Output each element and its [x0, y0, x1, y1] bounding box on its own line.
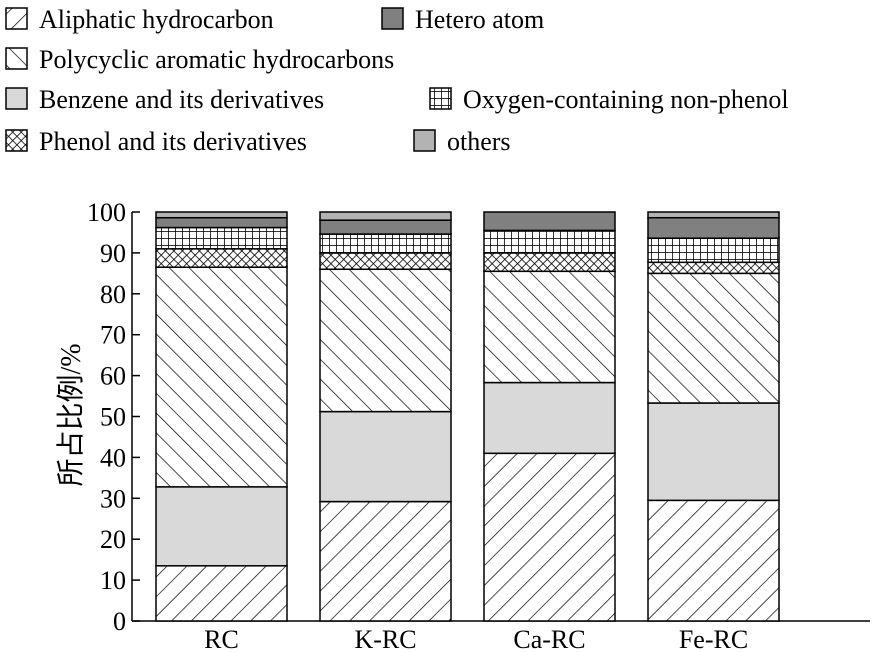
legend-swatch: [5, 87, 28, 110]
y-tick-label: 10: [100, 566, 126, 595]
x-tick-label: Fe-RC: [679, 625, 748, 652]
y-tick-label: 20: [100, 525, 126, 554]
bar-group-k-rc: [319, 211, 452, 622]
bar-group-ca-rc: [483, 211, 616, 622]
bar-segment-phenol-and-its-derivatives: [319, 252, 452, 271]
y-axis-label: 所占比例/%: [55, 343, 87, 486]
legend-item: others: [413, 127, 511, 156]
bar-segment-phenol-and-its-derivatives: [483, 252, 616, 273]
y-tick-label: 50: [100, 403, 126, 432]
bar-segment-benzene-and-its-derivatives: [155, 486, 288, 567]
legend-label: Aliphatic hydrocarbon: [39, 5, 274, 34]
bar-segment-benzene-and-its-derivatives: [483, 381, 616, 455]
bar-segment-phenol-and-its-derivatives: [155, 248, 288, 268]
axes: 0 10 20 30 40 50 60 70 80 90 100 RC K-RC Ca-RC Fe-RC: [87, 198, 870, 652]
bar-segment-others: [155, 211, 288, 219]
bar-segment-polycyclic-aromatic-hydrocarbons: [319, 268, 452, 413]
legend-item: Hetero atom: [381, 5, 544, 34]
bar-segment-others: [319, 211, 452, 221]
bar-segment-oxygen-containing-non-phenol: [319, 233, 452, 254]
legend-label: others: [447, 127, 511, 156]
legend-label: Oxygen-containing non-phenol: [463, 85, 789, 114]
bar-group-rc: [155, 211, 288, 622]
legend-swatch: [429, 87, 452, 110]
legend-swatch: [5, 7, 28, 30]
bar-segment-polycyclic-aromatic-hydrocarbons: [647, 272, 780, 404]
legend-swatch: [413, 129, 436, 152]
y-tick-label: 0: [113, 607, 126, 636]
bar-segment-oxygen-containing-non-phenol: [155, 226, 288, 250]
bar-segment-hetero-atom: [483, 211, 616, 232]
x-tick-label: RC: [204, 625, 239, 652]
bar-segment-phenol-and-its-derivatives: [647, 261, 780, 275]
legend-item: Phenol and its derivatives: [5, 127, 307, 156]
bar-segment-polycyclic-aromatic-hydrocarbons: [155, 266, 288, 488]
bar-segment-hetero-atom: [319, 219, 452, 235]
legend-swatch: [5, 129, 28, 152]
bar-segment-hetero-atom: [155, 216, 288, 229]
y-tick-label: 60: [100, 362, 126, 391]
legend-item: Oxygen-containing non-phenol: [429, 85, 789, 114]
legend-label: Polycyclic aromatic hydrocarbons: [39, 45, 394, 74]
legend-label: Phenol and its derivatives: [39, 127, 307, 156]
y-tick-label: 30: [100, 484, 126, 513]
bar-group-fe-rc: [647, 211, 780, 622]
legend-swatch: [5, 47, 28, 70]
y-tick-label: 70: [100, 321, 126, 350]
legend-item: Aliphatic hydrocarbon: [5, 5, 274, 34]
legend-swatch: [381, 7, 404, 30]
bar-segment-benzene-and-its-derivatives: [647, 402, 780, 502]
bar-segment-polycyclic-aromatic-hydrocarbons: [483, 270, 616, 384]
legend-label: Benzene and its derivatives: [39, 85, 324, 114]
y-tick-label: 80: [100, 280, 126, 309]
y-tick-label: 90: [100, 239, 126, 268]
legend-item: Polycyclic aromatic hydrocarbons: [5, 45, 394, 74]
bar-segment-oxygen-containing-non-phenol: [647, 237, 780, 264]
legend: Aliphatic hydrocarbon Hetero atom Polycycl…: [5, 5, 789, 156]
bar-segment-benzene-and-its-derivatives: [319, 410, 452, 503]
bar-segment-others: [647, 211, 780, 219]
bar-segment-aliphatic-hydrocarbon: [155, 565, 288, 622]
y-tick-label: 40: [100, 443, 126, 472]
y-tick-label: 100: [87, 198, 126, 227]
bar-segment-oxygen-containing-non-phenol: [483, 229, 616, 254]
bar-segment-aliphatic-hydrocarbon: [647, 499, 780, 622]
bars: [155, 211, 780, 622]
bar-segment-aliphatic-hydrocarbon: [483, 452, 616, 622]
bar-segment-hetero-atom: [647, 216, 780, 239]
legend-item: Benzene and its derivatives: [5, 85, 324, 114]
bar-segment-aliphatic-hydrocarbon: [319, 500, 452, 622]
legend-label: Hetero atom: [415, 5, 544, 34]
x-tick-label: K-RC: [354, 625, 416, 652]
x-tick-label: Ca-RC: [513, 625, 585, 652]
